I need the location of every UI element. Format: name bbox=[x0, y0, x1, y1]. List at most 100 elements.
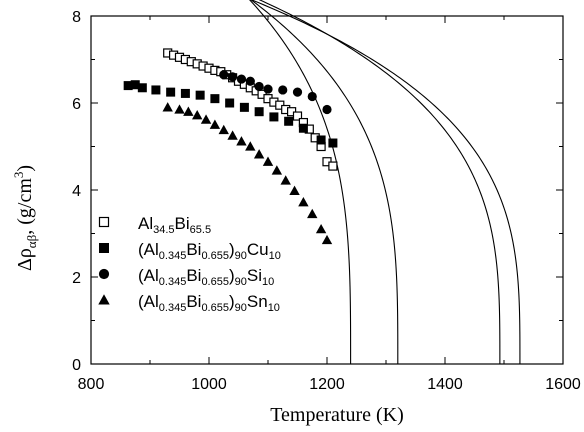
legend-label-part: ) bbox=[229, 266, 235, 285]
fit-curve-s3 bbox=[258, 0, 501, 364]
legend-label-subscript: 10 bbox=[269, 250, 281, 262]
axis-ticks bbox=[90, 15, 564, 365]
point-s2 bbox=[180, 88, 190, 98]
legend-label-part: Bi bbox=[175, 214, 190, 233]
legend-label-part: Si bbox=[247, 266, 262, 285]
point-s3 bbox=[278, 85, 288, 95]
point-s2 bbox=[225, 98, 235, 108]
legend-label-subscript: 0.345 bbox=[159, 276, 187, 288]
legend-label-subscript: 0.655 bbox=[201, 276, 229, 288]
legend-label-subscript: 90 bbox=[235, 250, 247, 262]
point-s4 bbox=[245, 141, 256, 151]
legend-marker-s1 bbox=[98, 216, 110, 228]
y-axis-title-main: Δρ bbox=[14, 248, 36, 271]
legend-label-s3: (Al0.345Bi0.655)90Si10 bbox=[138, 266, 274, 288]
y-tick-labels: 0 2 4 6 8 bbox=[72, 9, 81, 374]
legend-label-s4: (Al0.345Bi0.655)90Sn10 bbox=[138, 292, 280, 314]
fit-curve-s1 bbox=[250, 0, 521, 364]
point-s3 bbox=[236, 74, 247, 84]
fit-curves bbox=[249, 0, 521, 364]
y-axis-title-end: ) bbox=[14, 165, 36, 172]
point-s2 bbox=[298, 123, 308, 133]
point-s2 bbox=[239, 102, 249, 112]
point-s2 bbox=[316, 135, 326, 145]
point-s3 bbox=[245, 76, 255, 86]
point-s1 bbox=[292, 111, 303, 121]
point-s3 bbox=[322, 104, 332, 115]
point-s4 bbox=[271, 165, 283, 175]
point-s4 bbox=[307, 208, 318, 219]
point-s2 bbox=[137, 83, 147, 93]
point-s4 bbox=[298, 196, 309, 207]
fit-curve-s4 bbox=[249, 0, 352, 364]
legend-label-subscript: 0.655 bbox=[201, 302, 229, 314]
y-axis-title-mid: , (g/cm bbox=[14, 178, 36, 235]
series-s3 bbox=[219, 70, 332, 115]
point-s4 bbox=[183, 106, 194, 116]
legend-label-part: ) bbox=[229, 240, 235, 259]
series-s2 bbox=[123, 80, 338, 148]
legend-label-subscript: 0.655 bbox=[201, 250, 229, 262]
y-axis-title-sup: 3 bbox=[11, 172, 26, 179]
point-s2 bbox=[195, 90, 205, 100]
point-s2 bbox=[210, 94, 220, 104]
legend-label-subscript: 0.345 bbox=[159, 250, 187, 262]
legend-label-part: Sn bbox=[247, 292, 268, 311]
point-s3 bbox=[307, 91, 317, 102]
legend-marker-s4 bbox=[98, 294, 110, 305]
x-tick-label: 1000 bbox=[191, 376, 227, 393]
legend-label-s2: (Al0.345Bi0.655)90Cu10 bbox=[138, 240, 281, 262]
y-tick-label: 8 bbox=[72, 9, 81, 26]
y-tick-label: 4 bbox=[72, 183, 81, 200]
x-axis-title: Temperature (K) bbox=[270, 404, 404, 426]
legend-label-subscript: 34.5 bbox=[153, 224, 174, 236]
legend-label-subscript: 65.5 bbox=[190, 224, 211, 236]
legend-label-part: Cu bbox=[247, 240, 269, 259]
legend-label-part: Bi bbox=[186, 292, 201, 311]
point-s3 bbox=[292, 87, 303, 97]
x-tick-label: 1600 bbox=[545, 376, 581, 393]
point-s3 bbox=[263, 84, 273, 94]
y-axis-title-sub: αβ bbox=[24, 234, 39, 248]
point-s2 bbox=[254, 107, 264, 117]
x-tick-labels: 800 1000 1200 1400 1600 bbox=[78, 376, 581, 393]
legend-label-part: ) bbox=[229, 292, 235, 311]
point-s2 bbox=[269, 112, 279, 122]
x-tick-label: 1400 bbox=[427, 376, 463, 393]
legend-label-subscript: 10 bbox=[268, 302, 280, 314]
legend-label-subscript: 90 bbox=[235, 302, 247, 314]
point-s2 bbox=[166, 87, 176, 97]
point-s3 bbox=[254, 81, 264, 92]
y-tick-label: 6 bbox=[72, 96, 81, 113]
legend-marker-s2 bbox=[99, 243, 109, 253]
point-s4 bbox=[236, 136, 247, 146]
legend-label-subscript: 0.345 bbox=[159, 302, 187, 314]
x-tick-label: 1200 bbox=[309, 376, 345, 393]
legend: Al34.5Bi65.5(Al0.345Bi0.655)90Cu10(Al0.3… bbox=[98, 214, 281, 314]
point-s2 bbox=[328, 138, 338, 148]
point-s3 bbox=[228, 72, 238, 82]
point-s4 bbox=[289, 185, 300, 196]
legend-marker-s3 bbox=[98, 268, 110, 280]
point-s4 bbox=[192, 109, 203, 120]
legend-label-part: Bi bbox=[186, 266, 201, 285]
legend-label-part: (Al bbox=[138, 240, 159, 259]
point-s4 bbox=[315, 223, 327, 234]
point-s4 bbox=[321, 234, 333, 245]
legend-label-part: Al bbox=[138, 214, 153, 233]
legend-label-part: (Al bbox=[138, 292, 159, 311]
point-s4 bbox=[280, 175, 291, 185]
x-tick-label: 800 bbox=[78, 376, 105, 393]
legend-label-part: Bi bbox=[186, 240, 201, 259]
legend-label-s1: Al34.5Bi65.5 bbox=[138, 214, 211, 236]
point-s4 bbox=[162, 102, 173, 112]
point-s1 bbox=[328, 161, 338, 171]
point-s4 bbox=[209, 119, 221, 129]
point-s2 bbox=[284, 116, 294, 126]
point-s4 bbox=[253, 149, 265, 159]
legend-label-subscript: 90 bbox=[235, 276, 247, 288]
point-s4 bbox=[227, 130, 238, 140]
y-tick-label: 2 bbox=[72, 270, 81, 287]
series-s4 bbox=[162, 102, 333, 245]
